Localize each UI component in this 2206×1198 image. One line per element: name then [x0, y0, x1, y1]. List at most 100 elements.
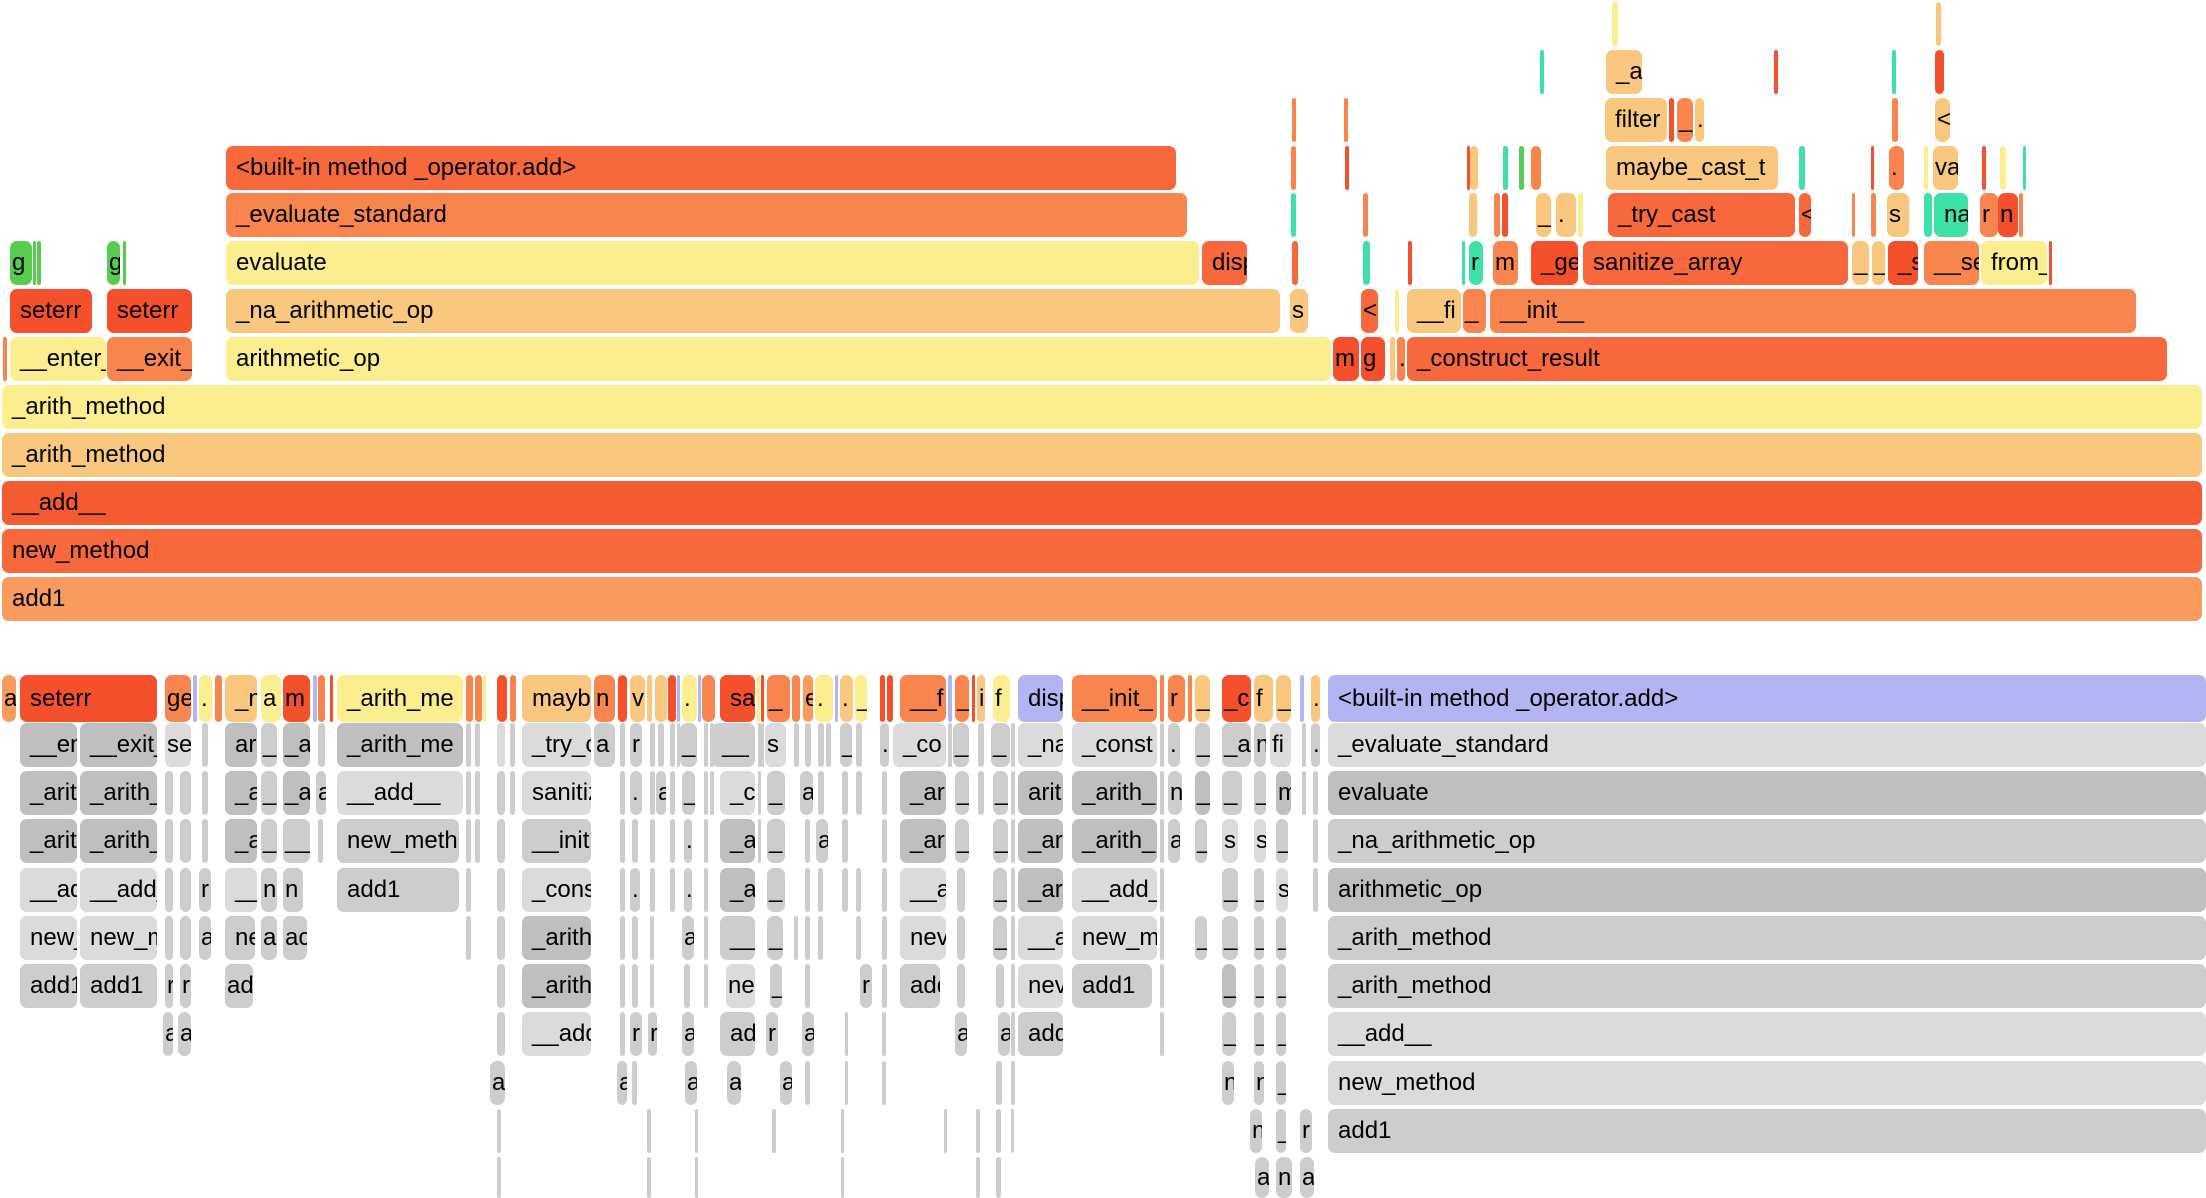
frame-_[interactable]: _: [1276, 916, 1286, 960]
frame-r[interactable]: r: [1980, 193, 1998, 237]
frame-n[interactable]: n: [1998, 193, 2018, 237]
frame-_[interactable]: _: [991, 723, 1010, 767]
frame-sliver[interactable]: [466, 868, 471, 912]
frame-add1[interactable]: add1: [80, 964, 157, 1008]
frame-sliver[interactable]: [957, 916, 965, 960]
frame-_[interactable]: _: [1222, 868, 1238, 912]
frame-_[interactable]: _: [1276, 819, 1288, 863]
frame-sanitiz[interactable]: sanitiz: [522, 771, 591, 815]
frame-v[interactable]: v: [630, 675, 645, 722]
frame-_[interactable]: _: [1195, 723, 1210, 767]
frame-m[interactable]: m: [1333, 337, 1359, 381]
frame-sliver[interactable]: [670, 771, 675, 815]
frame-r[interactable]: r: [766, 1012, 778, 1056]
frame-sliver[interactable]: [1470, 146, 1478, 190]
frame-__a[interactable]: __a: [1018, 916, 1063, 960]
frame-n[interactable]: n: [261, 868, 277, 912]
frame-sa[interactable]: sa: [720, 675, 755, 722]
frame-_[interactable]: _: [1254, 1012, 1264, 1056]
frame-_arith_[interactable]: _arith_: [80, 819, 157, 863]
frame-sliver[interactable]: [650, 916, 654, 960]
frame-_arith_method[interactable]: _arith_method: [1328, 916, 2206, 960]
frame-sliver[interactable]: [632, 819, 638, 863]
frame-g[interactable]: g: [107, 241, 120, 285]
frame-sliver[interactable]: [856, 771, 862, 815]
frame-sliver[interactable]: [1774, 50, 1778, 94]
frame-.[interactable]: .: [840, 675, 853, 722]
frame-sliver[interactable]: [818, 723, 824, 767]
frame-_arit[interactable]: _arit: [20, 771, 77, 815]
frame-_arith_method[interactable]: _arith_method: [2, 385, 2202, 429]
frame-sliver[interactable]: [1011, 1061, 1015, 1105]
frame-__[interactable]: __: [720, 916, 755, 960]
frame-.[interactable]: .: [1889, 146, 1904, 190]
frame-sliver[interactable]: [758, 771, 761, 815]
frame-_[interactable]: _: [1463, 289, 1486, 333]
frame-sliver[interactable]: [792, 675, 800, 722]
frame-_ar[interactable]: _ar: [1018, 819, 1063, 863]
frame-.[interactable]: .: [1168, 723, 1180, 767]
frame-_[interactable]: _: [1276, 1109, 1286, 1153]
frame-sliver[interactable]: [1469, 193, 1477, 237]
frame-_[interactable]: _: [1276, 1012, 1286, 1056]
frame-_arith_method[interactable]: _arith_method: [2, 433, 2202, 477]
frame-__ad[interactable]: __ad: [20, 868, 77, 912]
frame-sliver[interactable]: [818, 916, 823, 960]
frame-new_m[interactable]: new_m: [1072, 916, 1157, 960]
frame-sliver[interactable]: [880, 675, 885, 722]
frame-arithmetic_op[interactable]: arithmetic_op: [1328, 868, 2206, 912]
frame-evaluate[interactable]: evaluate: [226, 241, 1199, 285]
frame-a[interactable]: a: [2, 675, 16, 722]
frame-fi[interactable]: fi: [1270, 723, 1291, 767]
frame-f[interactable]: f: [993, 675, 1010, 722]
frame-from_[interactable]: from_: [1981, 241, 2047, 285]
frame-sliver[interactable]: [620, 916, 625, 960]
frame-sliver[interactable]: [698, 675, 701, 722]
frame-.[interactable]: .: [880, 723, 889, 767]
frame-sliver[interactable]: [704, 868, 708, 912]
frame-sliver[interactable]: [1011, 1012, 1015, 1056]
frame-sliver[interactable]: [1302, 723, 1306, 767]
frame-a[interactable]: a: [802, 1012, 814, 1056]
frame-_s[interactable]: _s: [1888, 241, 1918, 285]
frame-sliver[interactable]: [632, 916, 638, 960]
frame-sliver[interactable]: [497, 819, 505, 863]
frame-_[interactable]: _: [955, 771, 969, 815]
frame-sliver[interactable]: [165, 819, 173, 863]
frame-sliver[interactable]: [1302, 771, 1306, 815]
frame-sliver[interactable]: [1799, 146, 1805, 190]
frame-_[interactable]: _: [1222, 771, 1242, 815]
frame-__init[interactable]: __init: [522, 819, 591, 863]
frame-i[interactable]: i: [977, 675, 985, 722]
frame-sliver[interactable]: [684, 964, 690, 1008]
frame-sliver[interactable]: [632, 964, 638, 1008]
frame-a[interactable]: a: [261, 675, 281, 722]
frame-__se[interactable]: __se: [1924, 241, 1979, 285]
frame-sliver[interactable]: [1011, 723, 1015, 767]
frame-sliver[interactable]: [1871, 146, 1874, 190]
frame-sliver[interactable]: [882, 819, 887, 863]
frame-<[interactable]: <: [1935, 98, 1950, 142]
frame-a[interactable]: a: [261, 916, 277, 960]
frame-sliver[interactable]: [996, 1109, 1001, 1153]
frame-_arith_[interactable]: _arith_: [1072, 771, 1157, 815]
frame-_evaluate_standard[interactable]: _evaluate_standard: [1328, 723, 2206, 767]
frame-__add__[interactable]: __add__: [2, 481, 2202, 525]
frame-sliver[interactable]: [497, 868, 505, 912]
frame-sliver[interactable]: [620, 819, 625, 863]
frame-sliver[interactable]: [466, 916, 471, 960]
frame-sliver[interactable]: [330, 675, 333, 722]
frame-_arith[interactable]: _arith: [522, 916, 591, 960]
frame-sliver[interactable]: [1160, 916, 1164, 960]
frame-new_[interactable]: new_: [20, 916, 77, 960]
frame-sliver[interactable]: [805, 1061, 810, 1105]
frame-sliver[interactable]: [761, 723, 764, 767]
frame-sliver[interactable]: [856, 723, 862, 767]
frame-sliver[interactable]: [2019, 193, 2023, 237]
frame-sliver[interactable]: [845, 1012, 848, 1056]
frame-a[interactable]: a: [1300, 1157, 1314, 1198]
frame-sliver[interactable]: [1519, 146, 1524, 190]
frame-sliver[interactable]: [972, 675, 975, 722]
frame-a[interactable]: a: [163, 1012, 173, 1056]
frame-sliver[interactable]: [650, 771, 655, 815]
